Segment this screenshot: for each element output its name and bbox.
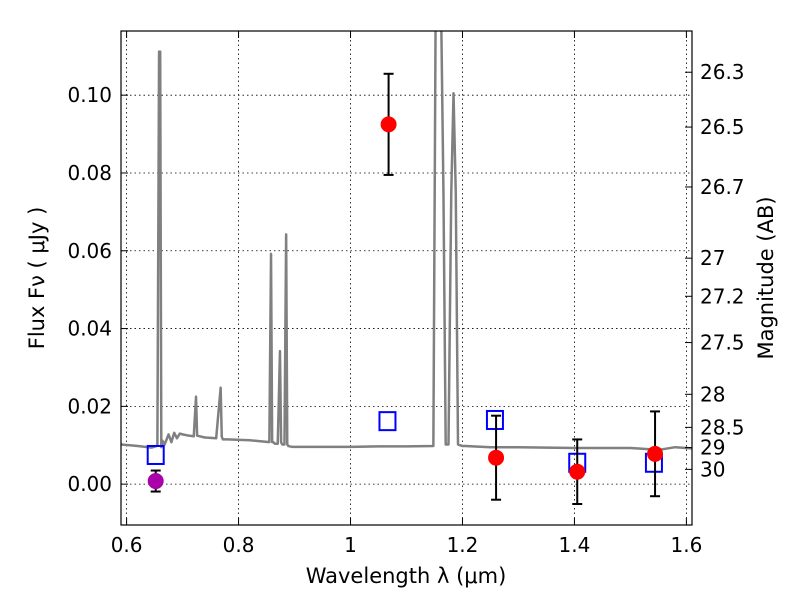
x-axis-title: Wavelength λ (μm) (306, 564, 507, 588)
tick-labels: 0.6 0.8 1 1.2 1.4 1.6 0.00 0.02 0.04 0.06 0.08 0.10… (67, 60, 744, 557)
y-tick-label: 0.06 (67, 239, 112, 263)
x-tick-label: 0.6 (111, 533, 143, 557)
x-tick-label: 1.2 (447, 533, 479, 557)
photometry-points (146, 72, 664, 505)
y2-tick-label: 26.7 (700, 175, 745, 199)
observed-flux-point (569, 463, 586, 480)
observed-flux-point (147, 473, 164, 490)
y-tick-label: 0.08 (67, 161, 112, 185)
observed-flux-point (380, 116, 397, 133)
y-tick-label: 0.10 (67, 83, 112, 107)
observed-flux-point (647, 445, 664, 462)
y2-tick-label: 27.5 (700, 331, 745, 355)
y2-tick-label: 30 (700, 457, 725, 481)
plot-frame (120, 30, 693, 526)
x-tick-label: 0.8 (223, 533, 255, 557)
y2-tick-label: 27 (700, 246, 725, 270)
y-tick-label: 0.00 (67, 472, 112, 496)
grid-lines (121, 31, 692, 525)
model-flux-square (485, 409, 504, 430)
model-flux-square (378, 411, 397, 432)
y-axis-title: Flux Fν ( μJy ) (25, 207, 49, 350)
model-flux-square (146, 444, 165, 465)
observed-flux-point (488, 449, 505, 466)
y-tick-label: 0.02 (67, 394, 112, 418)
spectrum-line (121, 31, 692, 452)
y2-tick-label: 28 (700, 382, 725, 406)
axis-ticks (121, 31, 692, 525)
y2-tick-label: 27.2 (700, 284, 745, 308)
y2-tick-label: 29 (700, 436, 725, 460)
y-tick-label: 0.04 (67, 317, 112, 341)
y2-axis-title: Magnitude (AB) (754, 196, 778, 359)
y2-tick-label: 26.5 (700, 115, 745, 139)
x-tick-label: 1.4 (559, 533, 591, 557)
model-spectrum (121, 31, 692, 452)
x-tick-label: 1.6 (670, 533, 702, 557)
y2-tick-label: 26.3 (700, 60, 745, 84)
y2-tick-label: 28.5 (700, 415, 745, 439)
x-tick-label: 1 (344, 533, 357, 557)
